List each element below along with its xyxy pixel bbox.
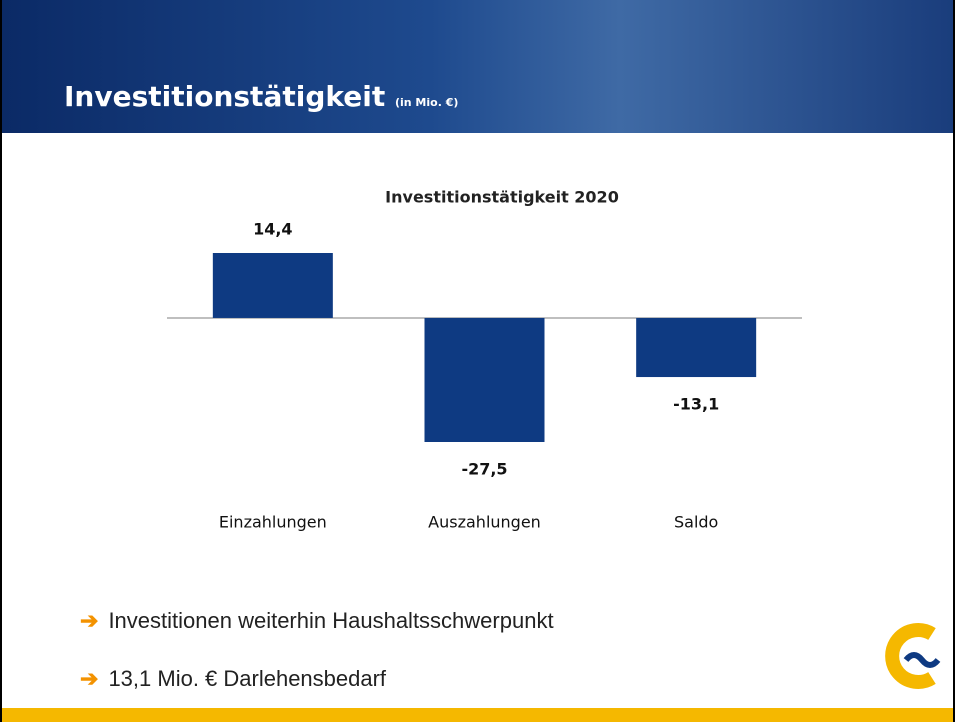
chart-title: Investitionstätigkeit 2020 (385, 188, 619, 207)
bullet-text: 13,1 Mio. € Darlehensbedarf (108, 666, 386, 691)
footer-bar (2, 708, 953, 722)
logo (884, 620, 944, 692)
data-label: -27,5 (461, 460, 507, 479)
x-tick-label: Saldo (674, 513, 718, 532)
data-label: 14,4 (253, 220, 292, 239)
slide: Investitionstätigkeit (in Mio. €) Invest… (0, 0, 955, 722)
bullet: ➔13,1 Mio. € Darlehensbedarf (80, 666, 386, 692)
chart: Investitionstätigkeit 2020 Einzahlungen 1… (2, 0, 953, 560)
x-tick-label: Einzahlungen (219, 513, 327, 532)
data-label: -13,1 (673, 395, 719, 414)
bar (425, 318, 545, 442)
x-tick-label: Auszahlungen (428, 513, 541, 532)
bullet-text: Investitionen weiterhin Haushaltsschwerp… (108, 608, 553, 633)
bar (213, 253, 333, 318)
bullet: ➔Investitionen weiterhin Haushaltsschwer… (80, 608, 554, 634)
bar (636, 318, 756, 377)
